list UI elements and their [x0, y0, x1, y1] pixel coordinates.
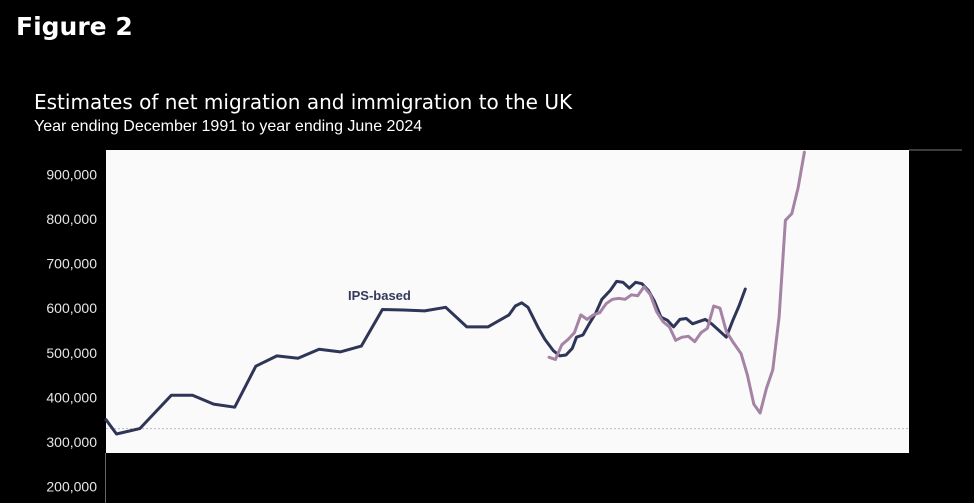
series-group — [104, 150, 806, 436]
series-line-1 — [104, 279, 747, 436]
y-tick-label: 900,000 — [46, 166, 97, 182]
y-tick-label: 300,000 — [46, 434, 97, 450]
y-axis: 900,000 800,000 700,000 600,000 500,000 400,0… — [46, 166, 97, 494]
ips-based-annotation: IPS-based — [348, 288, 411, 303]
y-tick-label: 800,000 — [46, 211, 97, 227]
plot-area — [106, 150, 909, 453]
y-tick-label: 400,000 — [46, 389, 97, 405]
chart-title: Estimates of net migration and immigrati… — [34, 90, 573, 114]
y-tick-label: 200,000 — [46, 479, 97, 495]
chart-subtitle: Year ending December 1991 to year ending… — [34, 118, 423, 135]
y-tick-label: 700,000 — [46, 256, 97, 272]
figure-label: Figure 2 — [16, 12, 133, 41]
series-line-2 — [547, 150, 806, 415]
y-tick-label: 600,000 — [46, 300, 97, 316]
y-tick-label: 500,000 — [46, 345, 97, 361]
